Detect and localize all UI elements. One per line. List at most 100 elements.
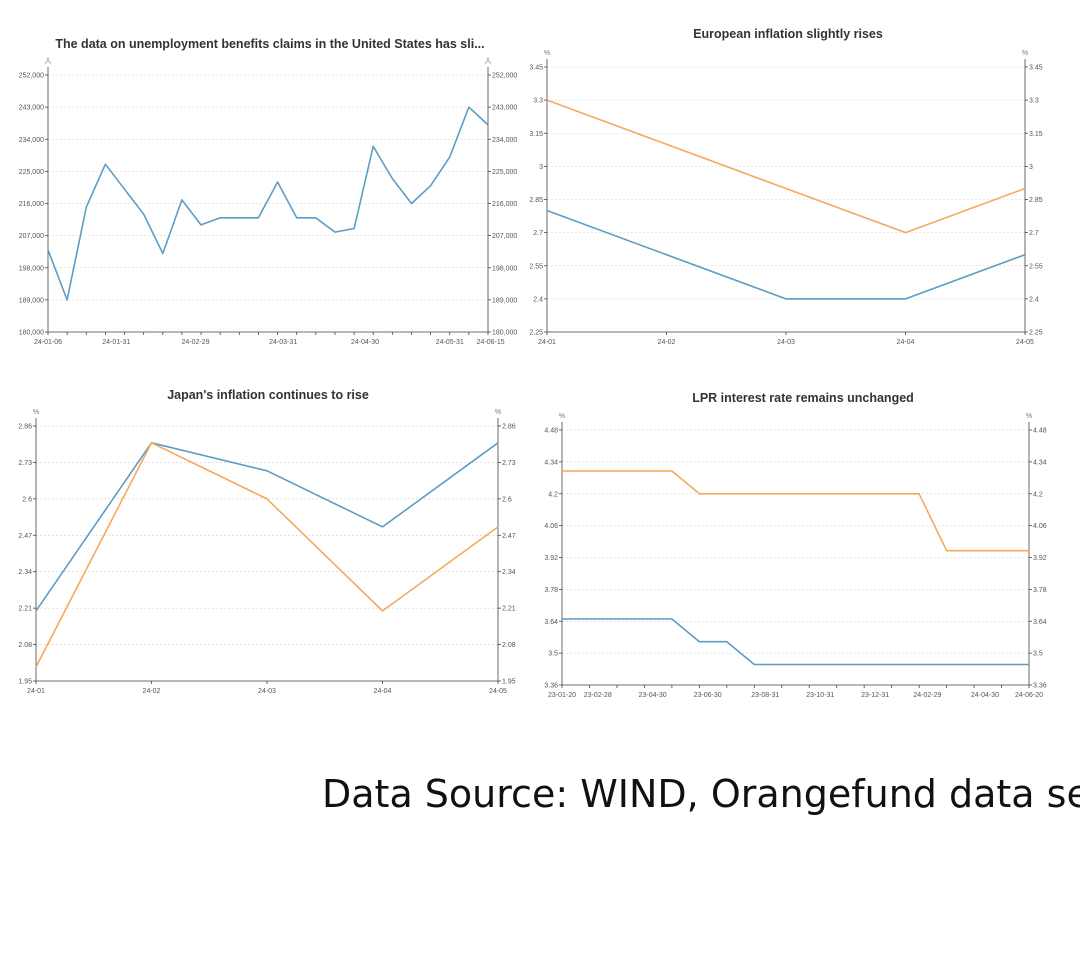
x-tick-label: 24-05-31 [436, 339, 464, 346]
y-tick-label-left: 2.6 [22, 496, 32, 503]
y-tick-label-right: 4.06 [1033, 523, 1047, 530]
x-tick-label: 23-12-31 [861, 692, 889, 699]
y-unit-right: % [1022, 50, 1028, 57]
x-tick-label: 24-02-29 [913, 692, 941, 699]
x-tick-label: 24-04 [897, 339, 915, 346]
y-tick-label-right: 3 [1029, 164, 1033, 171]
y-tick-label-right: 198,000 [492, 265, 517, 272]
y-tick-label-right: 1.95 [502, 679, 516, 686]
chart-panel-lpr-rate: LPR interest rate remains unchanged%% 3.3… [535, 388, 1050, 710]
chart-svg: The data on unemployment benefits claims… [19, 37, 518, 346]
series-line-blue [546, 209, 1026, 300]
y-tick-label-left: 216,000 [19, 201, 44, 208]
x-tick-label: 24-05 [489, 688, 507, 695]
y-tick-label-left: 2.85 [529, 197, 543, 204]
y-unit-right: % [495, 409, 501, 416]
y-unit-left: % [544, 50, 550, 57]
y-tick-label-right: 2.7 [1029, 230, 1039, 237]
y-tick-label-left: 3 [539, 164, 543, 171]
series-line-orange [35, 441, 499, 668]
chart-panel-us-claims: The data on unemployment benefits claims… [10, 30, 520, 360]
chart-title: LPR interest rate remains unchanged [692, 391, 914, 405]
y-tick-label-left: 3.15 [529, 131, 543, 138]
y-tick-label-left: 189,000 [19, 297, 44, 304]
y-tick-label-left: 225,000 [19, 169, 44, 176]
y-tick-label-right: 234,000 [492, 137, 517, 144]
y-tick-label-left: 2.08 [18, 642, 32, 649]
y-tick-label-left: 3.45 [529, 65, 543, 72]
y-tick-label-left: 2.7 [533, 230, 543, 237]
y-tick-label-right: 225,000 [492, 169, 517, 176]
y-tick-label-left: 2.25 [529, 330, 543, 337]
y-tick-label-right: 4.2 [1033, 491, 1043, 498]
x-tick-label: 24-06-15 [477, 339, 505, 346]
x-tick-label: 23-01-20 [548, 692, 576, 699]
y-tick-label-left: 2.86 [18, 424, 32, 431]
y-tick-label-left: 1.95 [18, 679, 32, 686]
x-tick-label: 24-02-29 [181, 339, 209, 346]
y-tick-label-left: 4.34 [544, 459, 558, 466]
x-tick-label: 24-01 [538, 339, 556, 346]
y-tick-label-right: 4.34 [1033, 459, 1047, 466]
y-tick-label-right: 3.5 [1033, 651, 1043, 658]
y-tick-label-right: 2.34 [502, 569, 516, 576]
x-tick-label: 23-04-30 [639, 692, 667, 699]
y-tick-label-right: 2.21 [502, 606, 516, 613]
y-tick-label-right: 216,000 [492, 201, 517, 208]
y-tick-label-left: 207,000 [19, 233, 44, 240]
chart-svg: European inflation slightly rises% % 2.25 2… [529, 27, 1043, 346]
chart-title: The data on unemployment benefits claims… [55, 37, 484, 51]
y-tick-label-left: 2.47 [18, 533, 32, 540]
y-tick-label-right: 2.86 [502, 424, 516, 431]
y-tick-label-left: 234,000 [19, 137, 44, 144]
y-tick-label-left: 243,000 [19, 105, 44, 112]
y-tick-label-right: 180,000 [492, 330, 517, 337]
y-tick-label-right: 2.55 [1029, 263, 1043, 270]
series-line-blue [562, 618, 1029, 666]
y-unit-left: 人 [45, 57, 52, 65]
x-tick-label: 24-03 [258, 688, 276, 695]
y-tick-label-right: 3.3 [1029, 98, 1039, 105]
y-tick-label-left: 2.34 [18, 569, 32, 576]
y-tick-label-right: 3.64 [1033, 619, 1047, 626]
y-tick-label-right: 2.47 [502, 533, 516, 540]
y-tick-label-left: 3.3 [533, 98, 543, 105]
x-tick-label: 23-10-31 [806, 692, 834, 699]
y-tick-label-right: 2.73 [502, 460, 516, 467]
y-tick-label-left: 3.64 [544, 619, 558, 626]
y-unit-right: % [1026, 413, 1032, 420]
x-tick-label: 24-04-30 [351, 339, 379, 346]
y-tick-label-right: 3.15 [1029, 131, 1043, 138]
y-tick-label-left: 180,000 [19, 330, 44, 337]
y-tick-label-right: 2.6 [502, 496, 512, 503]
y-unit-right: 人 [485, 57, 492, 65]
y-tick-label-left: 198,000 [19, 265, 44, 272]
y-unit-left: % [559, 413, 565, 420]
y-tick-label-right: 2.4 [1029, 296, 1039, 303]
y-tick-label-right: 3.78 [1033, 587, 1047, 594]
chart-svg: Japan's inflation continues to rise% % 1.9… [18, 388, 516, 695]
x-tick-label: 24-04-30 [971, 692, 999, 699]
series-line-blue [47, 106, 489, 301]
x-tick-label: 24-02 [143, 688, 161, 695]
y-tick-label-left: 3.78 [544, 587, 558, 594]
y-tick-label-right: 2.08 [502, 642, 516, 649]
chart-panel-eu-inflation: European inflation slightly rises%% 2.25 2… [529, 22, 1050, 360]
y-tick-label-right: 2.85 [1029, 197, 1043, 204]
x-tick-label: 24-03-31 [269, 339, 297, 346]
y-tick-label-left: 2.21 [18, 606, 32, 613]
y-tick-label-right: 207,000 [492, 233, 517, 240]
y-tick-label-left: 4.48 [544, 428, 558, 435]
x-tick-label: 24-05 [1016, 339, 1034, 346]
x-tick-label: 24-01-06 [34, 339, 62, 346]
y-tick-label-left: 252,000 [19, 73, 44, 80]
y-tick-label-right: 189,000 [492, 297, 517, 304]
y-tick-label-left: 2.4 [533, 296, 543, 303]
x-tick-label: 24-06-20 [1015, 692, 1043, 699]
series-line-blue [35, 441, 499, 612]
chart-title: Japan's inflation continues to rise [167, 388, 369, 402]
y-tick-label-left: 3.92 [544, 555, 558, 562]
y-tick-label-left: 4.06 [544, 523, 558, 530]
y-tick-label-right: 3.45 [1029, 65, 1043, 72]
y-tick-label-left: 2.55 [529, 263, 543, 270]
